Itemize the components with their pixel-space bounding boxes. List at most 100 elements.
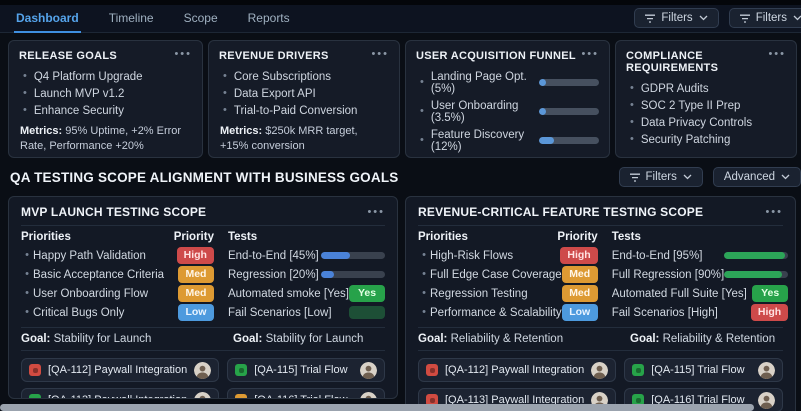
goal-card-revenue-drivers: REVENUE DRIVERS ••• • Core Subscriptions • Da… xyxy=(208,40,400,158)
list-item-label: GDPR Audits xyxy=(640,82,709,95)
priority-label: Performance & Scalability xyxy=(430,306,562,319)
bullet-icon: • xyxy=(420,105,424,117)
goal-label: Goal: xyxy=(233,333,263,345)
ticket-chip-qa-112[interactable]: [QA-112] Paywall Integration xyxy=(418,358,617,382)
bullet-icon: • xyxy=(23,87,27,99)
priorities-column-header: Priorities xyxy=(418,231,468,243)
ticket-chip-qa-113[interactable]: [QA-113] Paywall Integration xyxy=(21,388,220,398)
list-item-label: Feature Discovery (12%) xyxy=(430,128,525,153)
card-menu-ellipsis-icon[interactable]: ••• xyxy=(174,48,192,60)
test-progress-bar xyxy=(724,271,789,278)
list-item: • User Onboarding (3.5%) xyxy=(416,97,599,126)
priority-row: • Happy Path Validation High xyxy=(21,246,214,265)
goal-value: Reliability & Retention xyxy=(659,333,776,345)
card-menu-ellipsis-icon[interactable]: ••• xyxy=(367,206,385,218)
assignee-avatar xyxy=(194,391,211,398)
issue-type-icon xyxy=(235,364,248,376)
assignee-avatar xyxy=(591,361,609,379)
goal-value: Reliability & Retention xyxy=(447,333,564,345)
priorities-column-header: Priorities xyxy=(21,231,71,243)
ticket-chip-qa-115[interactable]: [QA-115] Trial Flow xyxy=(624,358,783,382)
user-photo xyxy=(360,391,377,398)
funnel-progress-bar xyxy=(539,137,599,144)
list-item-label: Data Export API xyxy=(233,87,316,100)
card-title: USER ACQUISITION FUNNEL xyxy=(416,50,576,62)
top-filters-button-1[interactable]: Filters xyxy=(634,8,719,28)
top-filters-button-2[interactable]: Filters xyxy=(728,8,801,28)
test-badge: Yes xyxy=(752,285,789,302)
filter-icon xyxy=(629,173,640,182)
test-badge: Yes xyxy=(349,285,385,302)
list-item: • Feature Discovery (12%) xyxy=(416,126,599,155)
goal-card-release-goals: RELEASE GOALS ••• • Q4 Platform Upgrade • Lau… xyxy=(8,40,203,158)
bullet-icon: • xyxy=(630,116,634,128)
tests-header-row: Tests xyxy=(228,231,385,243)
list-item: • Trial-to-Paid Conversion xyxy=(219,102,389,119)
card-menu-ellipsis-icon[interactable]: ••• xyxy=(765,206,783,218)
card-menu-ellipsis-icon[interactable]: ••• xyxy=(581,48,599,60)
ticket-label: [QA-112] Paywall Integration xyxy=(445,364,585,376)
card-menu-ellipsis-icon[interactable]: ••• xyxy=(768,48,786,60)
bullet-icon: • xyxy=(422,268,426,280)
ticket-label: [QA-115] Trial Flow xyxy=(651,364,745,376)
goal-item-list: • GDPR Audits • SOC 2 Type II Prep • Data Pri… xyxy=(626,80,786,148)
test-progress-fill xyxy=(321,271,334,278)
ticket-grid: [QA-112] Paywall Integration [QA-115] Tri… xyxy=(21,358,385,398)
priority-label: User Onboarding Flow xyxy=(33,287,149,300)
priorities-header-row: Priorities Priority xyxy=(21,231,214,243)
card-title: REVENUE DRIVERS xyxy=(219,50,329,62)
horizontal-scrollbar[interactable] xyxy=(0,404,754,411)
user-photo xyxy=(194,391,211,398)
tests-column-header: Tests xyxy=(611,231,641,243)
priority-row: • Regression Testing Med xyxy=(418,284,598,303)
assignee-avatar xyxy=(360,391,377,398)
test-label: Fail Scenarios [High] xyxy=(611,306,718,319)
goal-value: Stability for Launch xyxy=(50,333,152,345)
priority-badge: Low xyxy=(177,304,214,321)
user-photo xyxy=(360,361,377,379)
ticket-chip-qa-116[interactable]: [QA-116] Trial Flow xyxy=(227,388,385,398)
tab-dashboard[interactable]: Dashboard xyxy=(14,4,81,33)
list-item-label: User Onboarding (3.5%) xyxy=(430,99,519,124)
tab-timeline[interactable]: Timeline xyxy=(108,11,154,25)
section-filters-button-label: Filters xyxy=(645,171,677,183)
top-filters-button-1-label: Filters xyxy=(661,12,693,24)
chevron-down-icon xyxy=(683,174,692,180)
list-item: • Launch MVP v1.2 xyxy=(19,85,192,102)
test-row: Automated Full Suite [Yes] Yes xyxy=(612,284,789,303)
chevron-down-icon xyxy=(781,174,790,180)
test-row: Automated smoke [Yes] Yes xyxy=(228,284,385,303)
scope-card-header: REVENUE-CRITICAL FEATURE TESTING SCOPE ••… xyxy=(418,205,783,226)
scope-columns: Priorities Priority • High-Risk Flows High • F… xyxy=(418,231,789,322)
card-header: COMPLIANCE REQUIREMENTS ••• xyxy=(626,48,786,75)
list-item-label: SOC 2 Type II Prep xyxy=(640,99,741,112)
priority-row: • User Onboarding Flow Med xyxy=(21,284,214,303)
card-title: RELEASE GOALS xyxy=(19,50,118,62)
ticket-chip-qa-112[interactable]: [QA-112] Paywall Integration xyxy=(21,358,220,382)
section-filters-button[interactable]: Filters xyxy=(618,167,703,187)
bullet-icon: • xyxy=(25,268,29,280)
bullet-icon: • xyxy=(422,306,426,318)
funnel-progress-fill xyxy=(539,79,546,86)
section-advanced-button[interactable]: Advanced xyxy=(712,167,801,187)
goal-item-list: • Core Subscriptions • Data Export API • Tria… xyxy=(219,68,389,119)
list-item-label: Q4 Platform Upgrade xyxy=(33,70,143,83)
section-title: QA TESTING SCOPE ALIGNMENT WITH BUSINESS… xyxy=(10,169,399,185)
metrics-text: Metrics: $250k MRR target, +15% conversi… xyxy=(219,124,389,154)
tab-reports[interactable]: Reports xyxy=(247,11,290,25)
priority-label: Basic Acceptance Criteria xyxy=(33,268,165,281)
tests-column: Tests End-to-End [45%] Regression [20%] Aut… xyxy=(228,231,385,322)
card-menu-ellipsis-icon[interactable]: ••• xyxy=(371,48,389,60)
assignee-avatar xyxy=(194,361,212,379)
priority-row: • Critical Bugs Only Low xyxy=(21,303,214,322)
priority-badge: Med xyxy=(561,285,598,302)
bullet-icon: • xyxy=(630,82,634,94)
funnel-progress-fill xyxy=(539,137,555,144)
ticket-chip-qa-115[interactable]: [QA-115] Trial Flow xyxy=(227,358,385,382)
priority-column-header: Priority xyxy=(173,231,214,243)
scope-card-mvp-launch-testing-scope: MVP LAUNCH TESTING SCOPE ••• Priorities Pri… xyxy=(8,196,398,399)
card-title: COMPLIANCE REQUIREMENTS xyxy=(626,50,719,74)
tab-scope[interactable]: Scope xyxy=(183,11,218,25)
list-item: • Landing Page Opt. (5%) xyxy=(416,68,599,97)
